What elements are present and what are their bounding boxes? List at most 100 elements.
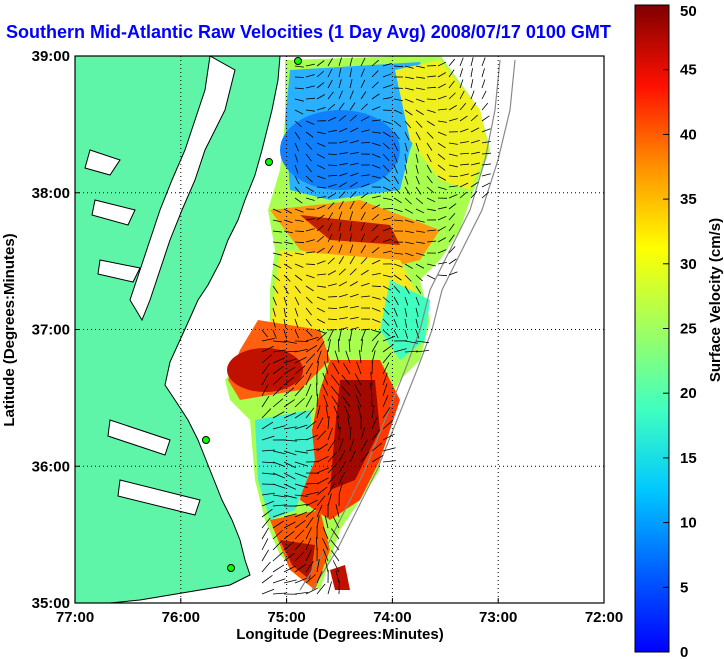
velocity-arrow [338,127,348,133]
y-tick-label: 36:00 [32,458,70,475]
y-tick-label: 37:00 [32,322,70,339]
velocity-arrow [360,451,370,463]
velocity-arrow [327,257,335,265]
velocity-arrow [371,340,379,353]
velocity-arrow [338,115,347,122]
velocity-arrow [261,588,275,595]
velocity-arrow [272,551,283,562]
velocity-arrow [331,395,340,408]
velocity-arrow [382,175,391,182]
colorbar-tick-label: 50 [680,3,697,20]
velocity-arrow [338,268,346,276]
velocity-arrow [305,228,315,232]
velocity-arrow [305,434,319,441]
velocity-arrow [360,91,367,100]
velocity-arrow [305,97,315,100]
velocity-arrow [261,574,273,584]
x-axis-label: Longitude (Degrees:Minutes) [236,626,444,643]
velocity-arrow [261,373,269,386]
velocity-arrow [470,140,480,144]
velocity-arrow [261,508,273,518]
velocity-arrow [404,350,418,353]
velocity-arrow [481,182,491,188]
velocity-arrow [382,63,392,67]
velocity-arrow [316,350,322,364]
velocity-arrow [316,486,328,496]
velocity-arrow [272,398,284,408]
velocity-arrow [283,412,297,419]
velocity-arrow [294,483,308,488]
velocity-arrow [415,120,423,128]
velocity-arrow [305,164,312,173]
velocity-arrow [316,393,319,408]
velocity-arrow [305,318,312,327]
velocity-arrow [294,356,307,364]
velocity-arrow [426,120,435,127]
velocity-arrow [415,131,421,141]
velocity-arrow [382,73,392,78]
velocity-arrow [272,512,286,518]
velocity-arrow [294,208,304,213]
velocity-arrow [305,527,312,540]
velocity-arrow [382,419,393,430]
velocity-arrow [283,219,293,224]
y-axis-label: Latitude (Degrees:Minutes) [1,233,18,426]
velocity-arrow [324,361,329,375]
velocity-arrow [283,450,297,456]
velocity-arrow [316,318,326,324]
velocity-arrow [327,493,332,507]
velocity-arrow [437,186,447,190]
velocity-arrow [294,252,304,256]
velocity-arrow [338,281,348,287]
velocity-arrow [327,270,337,276]
velocity-arrow [360,183,370,188]
velocity-arrow [327,91,334,100]
velocity-arrow [327,439,336,452]
velocity-arrow [448,58,456,67]
velocity-arrow [415,340,429,344]
velocity-arrow [393,197,402,204]
velocity-arrow [261,461,275,464]
velocity-arrow [294,540,304,551]
velocity-arrow [283,340,297,344]
velocity-arrow [481,57,486,67]
velocity-arrow [382,372,388,386]
velocity-arrow [341,374,351,386]
velocity-arrow [316,94,325,100]
velocity-arrow [338,294,348,298]
velocity-arrow [404,175,409,185]
colorbar-tick-label: 30 [680,256,697,273]
velocity-arrow [470,127,480,133]
velocity-arrow [338,222,342,232]
velocity-arrow [382,406,391,419]
velocity-arrow [344,406,351,419]
velocity-arrow [349,438,355,452]
velocity-arrow [370,372,373,386]
velocity-arrow [305,175,313,183]
y-tick-label: 39:00 [32,48,70,65]
x-tick-label: 73:00 [479,609,517,626]
velocity-arrow [305,197,315,201]
velocity-arrow [358,350,362,364]
velocity-arrow [370,383,373,397]
velocity-arrow [261,354,273,364]
velocity-arrow [294,197,303,204]
velocity-arrow [415,263,425,269]
velocity-arrow [327,202,335,210]
velocity-arrow [283,530,295,540]
velocity-arrow [316,583,326,595]
velocity-arrow [349,90,354,100]
velocity-arrow [415,109,424,116]
velocity-arrow [272,375,283,386]
velocity-arrow [331,550,340,562]
velocity-arrow [481,79,486,89]
velocity-arrow [415,350,429,353]
velocity-arrow [349,256,355,265]
velocity-arrow [316,405,321,419]
velocity-arrow [448,234,455,243]
map-title: Southern Mid-Atlantic Raw Velocities (1 … [6,22,611,42]
velocity-arrow [437,131,447,136]
velocity-arrow [322,384,329,397]
velocity-arrow [336,416,340,430]
velocity-arrow [338,162,348,166]
